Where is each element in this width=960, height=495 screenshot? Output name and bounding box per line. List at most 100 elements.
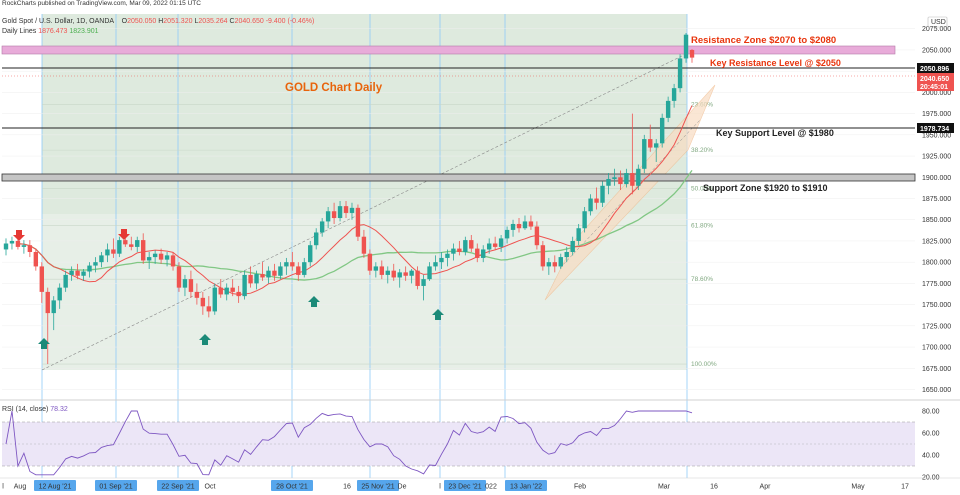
date-marker-label: 22 Sep '21 <box>161 484 194 491</box>
candle-body <box>200 297 206 307</box>
price-tick-label: 1800.000 <box>922 260 951 267</box>
resistance-zone-box <box>1 45 896 55</box>
candle-body <box>69 270 74 275</box>
ohlc-l-label: L <box>194 18 199 25</box>
candle-body <box>308 245 313 263</box>
candle-body <box>176 266 182 288</box>
candle-body <box>248 274 253 284</box>
price-tick-label: 1650.000 <box>922 387 951 394</box>
date-marker-label: 23 Dec '21 <box>448 484 481 491</box>
ohlc-low: 2035.264 <box>198 18 228 25</box>
candle-body <box>648 139 653 148</box>
price-tag-last: 2040.650 <box>920 76 949 83</box>
publisher-line: RockCharts published on TradingView.com,… <box>2 0 201 7</box>
candle-body <box>498 238 504 247</box>
price-tag-1980-box <box>917 123 954 133</box>
candle-body <box>552 262 557 267</box>
candle-body <box>475 248 480 258</box>
candlestick-series <box>3 32 695 365</box>
indicator-header: Daily Lines 1876.473 1823.901 <box>2 28 99 35</box>
channel-midline <box>559 119 701 269</box>
time-tick-label: Feb <box>574 484 586 491</box>
time-tick-label: May <box>851 484 865 491</box>
candle-body <box>302 262 307 275</box>
candle-body <box>313 232 319 246</box>
buy-arrow-icon <box>38 338 50 349</box>
candle-body <box>242 274 247 297</box>
candle-body <box>469 240 474 249</box>
candle-body <box>230 287 235 292</box>
candle-body <box>111 249 116 254</box>
candle-body <box>266 270 271 278</box>
candle-body <box>75 270 80 276</box>
candle-body <box>427 266 432 280</box>
candle-body <box>546 262 552 267</box>
candle-body <box>343 206 349 213</box>
price-tick-label: 1750.000 <box>922 302 951 309</box>
candle-body <box>105 249 110 256</box>
candle-body <box>158 253 164 260</box>
candle-body <box>492 243 498 247</box>
currency-label: USD <box>931 19 946 26</box>
fib-level-label: 50.00% <box>691 185 713 192</box>
candle-body <box>331 211 337 219</box>
candle-body <box>409 270 414 276</box>
price-tick-label: 1875.000 <box>922 196 951 203</box>
dashed-trendline <box>41 51 691 371</box>
ohlc-c-label: C <box>229 18 235 25</box>
date-marker-box <box>444 480 486 491</box>
candle-body <box>486 243 492 250</box>
ohlc-high: 2051.320 <box>163 18 193 25</box>
buy-arrow-icon <box>432 309 444 320</box>
price-tick-label: 1675.000 <box>922 366 951 373</box>
candle-body <box>415 270 420 286</box>
currency-box <box>927 16 948 28</box>
rsi-line <box>5 410 693 476</box>
ohlc-o-label: O <box>121 18 128 25</box>
price-tag-last-box <box>917 73 954 91</box>
rsi-tick-label: 60.00 <box>922 431 940 438</box>
candle-body <box>504 229 510 239</box>
time-tick-label: Mar <box>658 484 671 491</box>
key-resistance-label: Key Resistance Level @ $2050 <box>710 58 841 68</box>
sell-arrow-icon <box>13 230 25 241</box>
candle-body <box>141 240 146 261</box>
candle-body <box>558 257 563 267</box>
date-marker-label: 25 Nov '21 <box>361 484 394 491</box>
date-marker-box <box>357 480 399 491</box>
candle-body <box>361 236 367 254</box>
candle-body <box>379 266 385 275</box>
price-tick-label: 2075.000 <box>922 26 951 33</box>
candle-body <box>63 274 68 288</box>
candle-body <box>3 243 9 250</box>
candle-body <box>600 185 605 203</box>
candle-body <box>135 240 140 247</box>
rsi-header: RSI (14, close) 78.32 <box>2 406 68 413</box>
candle-body <box>677 58 683 89</box>
candle-body <box>15 240 21 247</box>
candle-body <box>630 173 635 186</box>
candle-body <box>296 266 301 275</box>
candle-body <box>284 262 289 267</box>
rsi-tick-label: 40.00 <box>922 453 940 460</box>
candle-body <box>355 207 361 237</box>
key-support-label: Key Support Level @ $1980 <box>716 128 834 138</box>
time-tick-label: l <box>439 484 441 491</box>
price-tick-label: 1825.000 <box>922 238 951 245</box>
candle-body <box>654 143 659 148</box>
candle-body <box>188 279 194 292</box>
ohlc-close: 2040.650 <box>234 18 264 25</box>
price-tick-label: 1700.000 <box>922 345 951 352</box>
candle-body <box>218 287 223 295</box>
candle-body <box>391 270 396 278</box>
candle-body <box>325 211 331 222</box>
chart-title-annotation: GOLD Chart Daily <box>285 82 383 94</box>
candle-body <box>254 274 259 284</box>
candle-body <box>463 240 468 252</box>
price-tick-label: 1925.000 <box>922 154 951 161</box>
candle-body <box>81 271 86 276</box>
candle-body <box>636 168 641 186</box>
price-tag-1980: 1978.734 <box>920 126 949 133</box>
